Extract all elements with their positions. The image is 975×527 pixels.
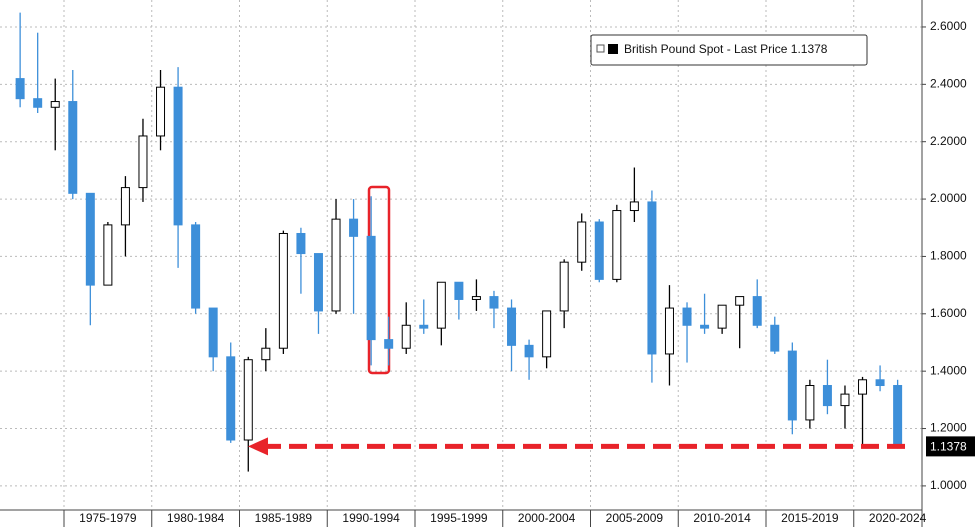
candles [15, 12, 903, 472]
x-tick-label: 2010-2014 [693, 511, 751, 525]
legend-price: 1.1378 [791, 42, 828, 56]
candle-body [50, 101, 60, 108]
candle-body [120, 187, 130, 226]
y-tick-label: 1.4000 [930, 363, 967, 377]
candle-body [893, 385, 903, 447]
x-tick-label: 1990-1994 [342, 511, 400, 525]
x-tick-label: 2000-2004 [518, 511, 576, 525]
candle-body [68, 101, 78, 194]
candle-body [594, 221, 604, 280]
candle-body [384, 339, 394, 349]
y-tick-label: 2.0000 [930, 191, 967, 205]
candle-body [822, 385, 832, 407]
y-tick-label: 1.6000 [930, 306, 967, 320]
y-tick-label: 2.4000 [930, 77, 967, 91]
candle-body [296, 232, 306, 255]
candle-body [419, 324, 429, 329]
candle-body [875, 379, 885, 387]
candle-body [156, 86, 166, 137]
candle-body [454, 281, 464, 300]
candle-body [489, 296, 499, 309]
candle-body [471, 296, 481, 300]
candle-body [401, 324, 411, 349]
candle-body [524, 344, 534, 358]
candle-body [787, 350, 797, 421]
candle-body [138, 135, 148, 189]
candle-body [33, 98, 43, 108]
y-tick-label: 1.0000 [930, 478, 967, 492]
candle-body [85, 192, 95, 286]
candle-body [243, 359, 253, 441]
legend-box [590, 34, 868, 66]
y-tick-label: 1.2000 [930, 421, 967, 435]
x-tick-label: 2015-2019 [781, 511, 839, 525]
x-tick-label: 1985-1989 [255, 511, 313, 525]
candle-body [173, 86, 183, 226]
x-tick-label: 1995-1999 [430, 511, 488, 525]
candle-body [208, 307, 218, 358]
candle-body [612, 210, 622, 280]
candle-body [278, 232, 288, 349]
candle-body [191, 224, 201, 309]
candle-body [507, 307, 517, 346]
last-price-label: 1.1378 [930, 440, 967, 454]
candle-body [313, 253, 323, 312]
x-tick-label: 1975-1979 [79, 511, 137, 525]
y-tick-label: 1.8000 [930, 249, 967, 263]
candle-body [226, 356, 236, 441]
candle-body [840, 393, 850, 407]
legend: British Pound Spot - Last Price 1.1378 [590, 34, 868, 66]
candle-body [331, 218, 341, 312]
x-tick-label: 2005-2009 [606, 511, 664, 525]
candle-body [261, 347, 271, 361]
y-tick-label: 2.2000 [930, 134, 967, 148]
y-tick-label: 2.6000 [930, 19, 967, 33]
candle-body [349, 218, 359, 237]
candle-body [629, 201, 639, 212]
legend-swatch [608, 44, 618, 54]
candle-body [700, 324, 710, 329]
candle-body [542, 310, 552, 358]
candle-body [770, 324, 780, 352]
candle-body [682, 307, 692, 326]
x-tick-label: 2020-2024 [869, 511, 927, 525]
candle-body [735, 296, 745, 306]
candle-body [559, 261, 569, 312]
legend-toggle[interactable] [596, 44, 605, 53]
legend-text: British Pound Spot - Last Price [624, 42, 788, 56]
candle-body [752, 296, 762, 326]
candle-body [366, 235, 376, 341]
x-tick-label: 1980-1984 [167, 511, 225, 525]
candle-body [436, 281, 446, 329]
candle-body [664, 307, 674, 355]
candle-body [577, 221, 587, 263]
candle-body [15, 78, 25, 100]
last-price-tag [926, 436, 975, 457]
legend-label: British Pound Spot - Last Price 1.1378 [624, 42, 828, 56]
candle-body [717, 304, 727, 329]
candle-body [805, 385, 815, 421]
arrow-head [248, 437, 268, 456]
candle-body [647, 201, 657, 355]
candle-body [858, 379, 868, 395]
candle-body [103, 224, 113, 286]
